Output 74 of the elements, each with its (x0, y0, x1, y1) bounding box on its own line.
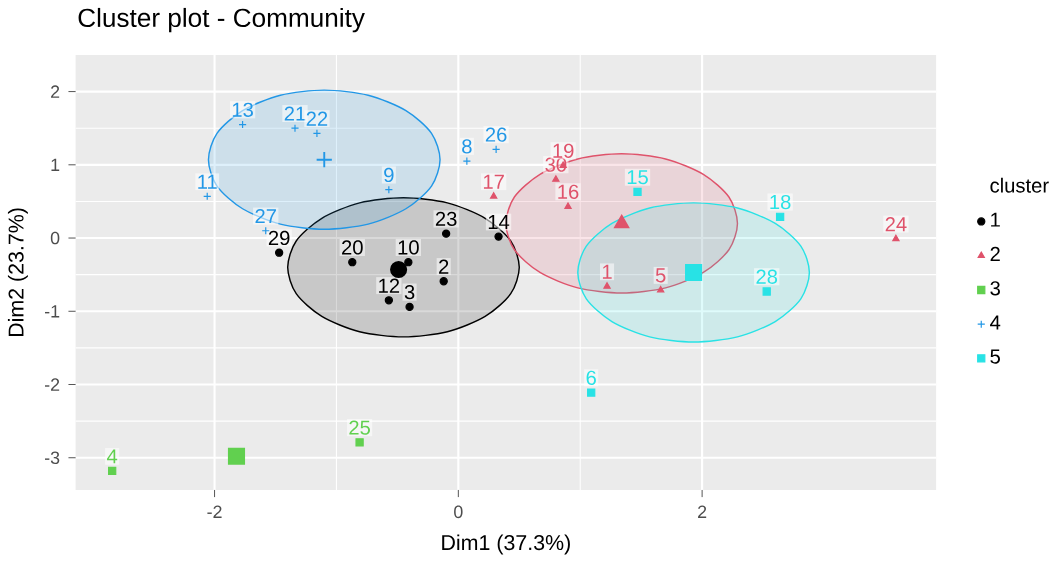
point (348, 257, 357, 267)
point (685, 263, 703, 281)
point (491, 145, 501, 154)
annotation: 18 (770, 194, 791, 210)
point (108, 466, 117, 475)
point (552, 175, 560, 182)
y-tick-label: -2 (44, 378, 60, 391)
annotation: 29 (268, 230, 290, 245)
point (227, 447, 246, 465)
point (404, 257, 413, 267)
point (384, 295, 394, 305)
annotation: 25 (349, 420, 370, 435)
annotation: 8 (462, 139, 472, 154)
annotation: 9 (384, 167, 394, 182)
x-tick-label: 0 (454, 505, 463, 518)
annotation: 26 (485, 127, 507, 142)
point (462, 156, 472, 166)
legend-label: 5 (990, 349, 1000, 364)
annotation: 6 (586, 370, 596, 385)
y-tick-label: -3 (44, 451, 60, 464)
point (603, 282, 611, 289)
legend-label: 1 (991, 212, 1000, 227)
y-tick-label: 0 (50, 231, 60, 245)
annotation: 22 (306, 111, 328, 126)
point (312, 129, 322, 138)
annotation: 4 (106, 449, 118, 464)
point (274, 248, 284, 257)
x-tick-label: 2 (698, 505, 707, 518)
x-axis-title: Dim1 (37.3%) (442, 534, 570, 555)
annotation: 20 (342, 240, 363, 255)
annotation: 3 (404, 284, 415, 300)
annotation: 17 (483, 174, 504, 189)
point (762, 287, 771, 296)
annotation: 11 (198, 174, 217, 189)
point (355, 438, 364, 447)
legend-label: 2 (990, 246, 1000, 261)
point (587, 388, 596, 397)
point (439, 276, 448, 286)
y-tick-label: -1 (44, 304, 60, 318)
point (633, 187, 642, 196)
point (315, 150, 333, 169)
point (892, 234, 900, 241)
point (656, 285, 665, 293)
point (489, 191, 498, 199)
annotation: 27 (255, 208, 276, 223)
point (775, 212, 785, 221)
annotation: 16 (558, 184, 579, 199)
point (390, 260, 408, 278)
point (614, 214, 630, 228)
legend-label: 3 (990, 281, 1000, 296)
legend-title: cluster (990, 177, 1049, 193)
chart-title: Cluster plot - Community (78, 7, 365, 33)
point (441, 229, 451, 238)
annotation: 21 (284, 106, 306, 121)
annotation: 24 (885, 216, 907, 232)
annotation: 15 (627, 170, 648, 185)
annotation: 12 (379, 278, 400, 293)
annotation: 5 (655, 268, 666, 283)
annotation: 23 (435, 211, 457, 226)
y-tick-label: 1 (51, 158, 60, 171)
annotation: 2 (439, 259, 449, 274)
point (290, 123, 300, 133)
annotation: 1 (602, 264, 612, 279)
point (494, 232, 503, 241)
legend-label: 4 (990, 315, 1001, 330)
annotation: 14 (488, 214, 510, 229)
x-tick-label: -2 (207, 505, 222, 518)
annotation: 19 (553, 143, 574, 158)
y-axis-title: Dim2 (23.7%) (7, 208, 28, 336)
annotation: 10 (398, 240, 419, 255)
annotation: 28 (756, 269, 778, 284)
point (405, 302, 414, 311)
y-tick-label: 2 (51, 85, 60, 98)
point (564, 202, 572, 209)
